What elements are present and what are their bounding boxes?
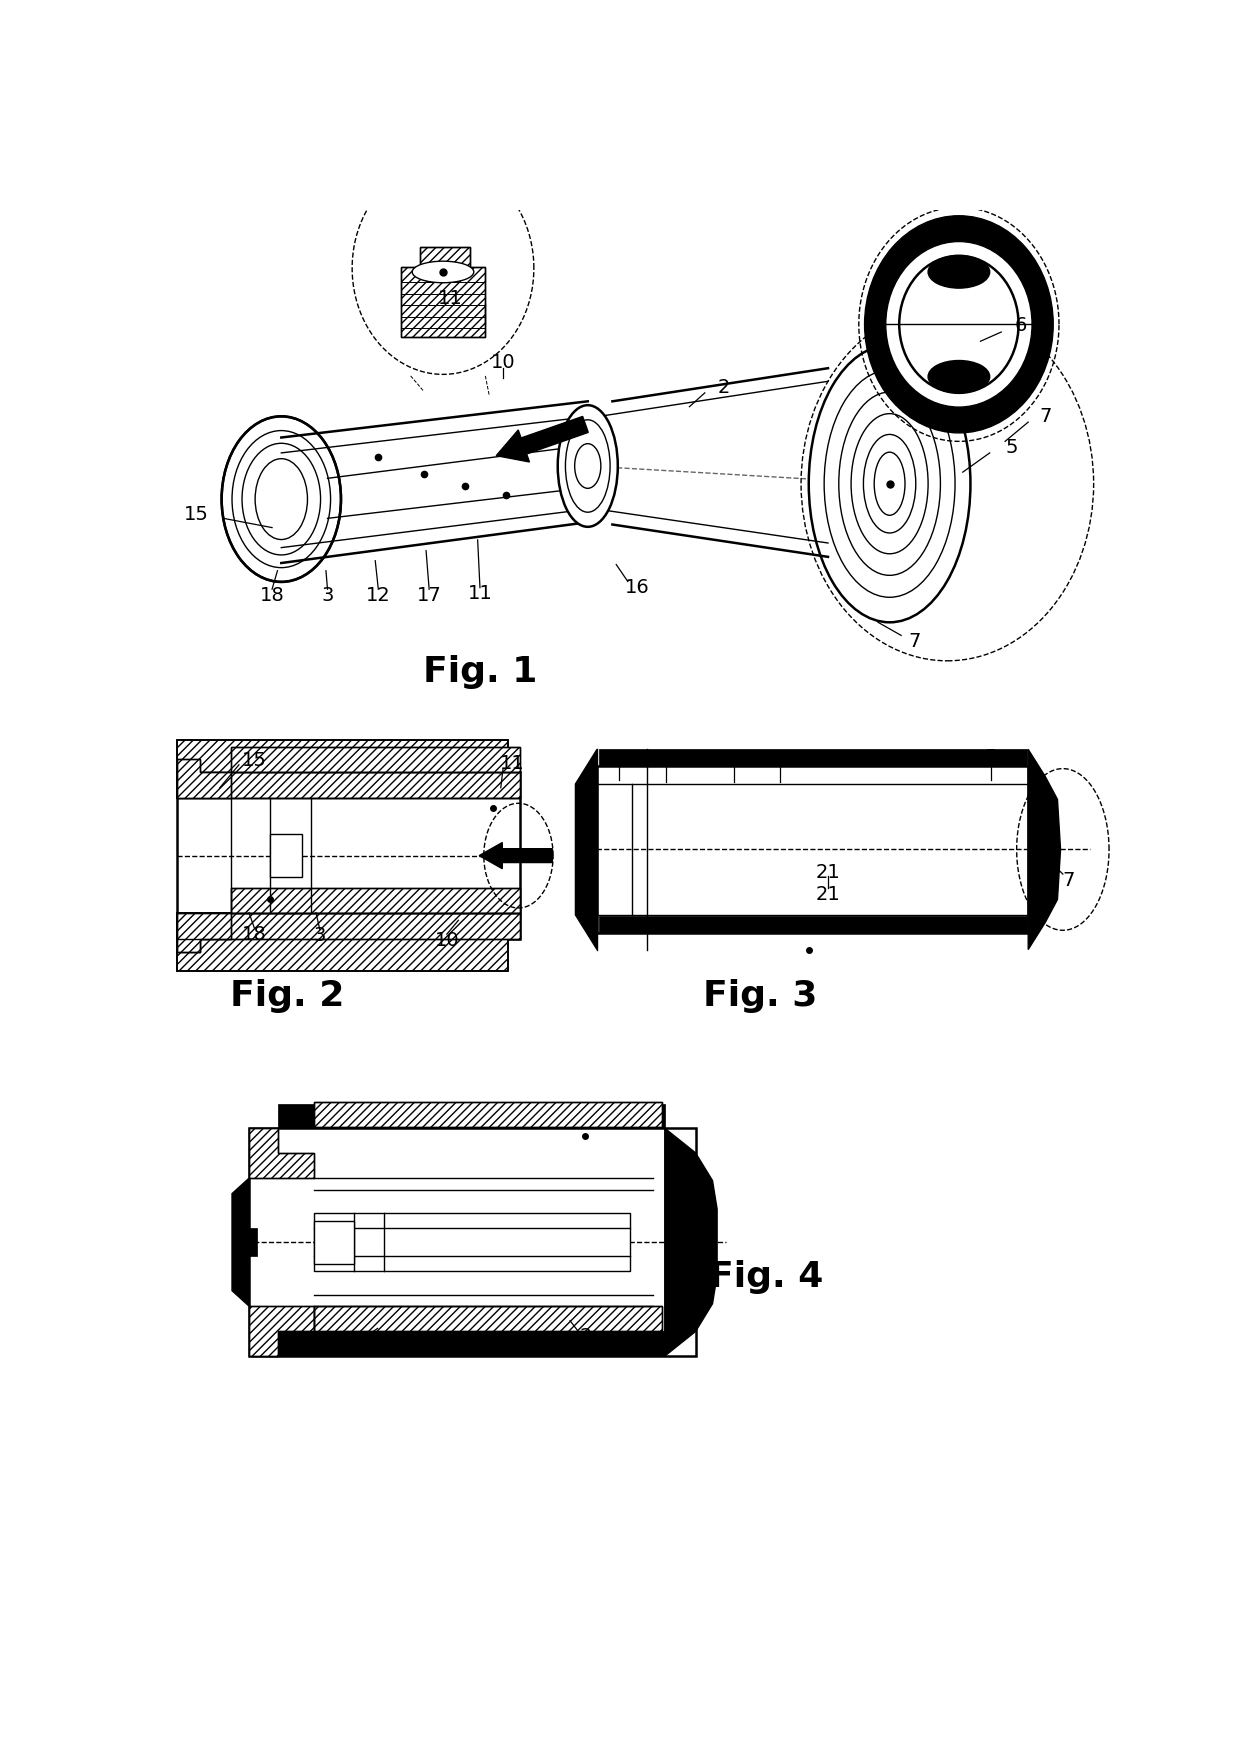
Polygon shape (1028, 749, 1060, 950)
Text: 5: 5 (985, 747, 997, 766)
Ellipse shape (928, 256, 990, 287)
Polygon shape (249, 1129, 315, 1178)
Bar (177, 913, 520, 940)
Bar (420, 247, 470, 272)
Polygon shape (177, 940, 201, 952)
Polygon shape (575, 749, 596, 950)
Bar (315, 1306, 662, 1332)
Text: 5: 5 (1004, 438, 1018, 458)
Bar (231, 889, 520, 913)
Text: 10: 10 (434, 931, 459, 950)
Bar (596, 766, 1028, 933)
Bar (177, 740, 508, 798)
Text: 15: 15 (242, 752, 267, 770)
Polygon shape (665, 1129, 717, 1357)
Text: 18: 18 (259, 586, 284, 605)
Bar (177, 773, 520, 940)
Bar (315, 1103, 662, 1127)
Text: Fig. 3: Fig. 3 (703, 978, 817, 1013)
Ellipse shape (558, 405, 618, 528)
Text: 7: 7 (1039, 407, 1052, 426)
Ellipse shape (885, 242, 1032, 407)
Polygon shape (232, 1178, 249, 1306)
Ellipse shape (808, 345, 971, 622)
Bar (177, 913, 508, 971)
Text: 2: 2 (718, 379, 730, 396)
Bar (599, 915, 1027, 933)
Text: 15: 15 (185, 505, 210, 524)
Text: 3: 3 (329, 1336, 341, 1355)
Bar (177, 773, 520, 798)
Bar (231, 747, 520, 773)
Text: 3: 3 (314, 926, 326, 945)
FancyArrow shape (479, 843, 552, 869)
Text: 16: 16 (625, 578, 650, 598)
Text: 7: 7 (1061, 871, 1074, 891)
Text: 18: 18 (242, 924, 267, 943)
FancyArrow shape (496, 417, 588, 463)
Bar (243, 1229, 257, 1255)
Bar (177, 913, 508, 971)
Bar (401, 266, 485, 337)
Polygon shape (177, 913, 231, 952)
Text: 6: 6 (774, 749, 786, 768)
Bar (177, 773, 520, 798)
Text: 12: 12 (366, 586, 391, 605)
Bar (315, 1103, 662, 1127)
Text: 1: 1 (450, 1341, 463, 1360)
Bar (315, 1213, 630, 1271)
Text: Fig. 2: Fig. 2 (231, 978, 345, 1013)
Text: Fig. 1: Fig. 1 (423, 656, 537, 689)
Text: 11: 11 (500, 754, 525, 773)
Polygon shape (177, 759, 231, 798)
Text: 2: 2 (579, 1327, 591, 1346)
Text: 7: 7 (908, 633, 920, 650)
Text: 3: 3 (321, 586, 334, 605)
Text: 17: 17 (417, 586, 441, 605)
Bar (599, 749, 1027, 766)
Text: 21: 21 (816, 862, 841, 882)
Text: 2: 2 (728, 749, 740, 768)
Ellipse shape (412, 261, 474, 282)
Text: 21: 21 (816, 885, 841, 903)
Bar (420, 247, 470, 272)
Text: 11: 11 (438, 289, 463, 309)
Bar (249, 1129, 696, 1357)
Polygon shape (249, 1306, 315, 1357)
Bar (270, 834, 303, 876)
Text: Fig. 4: Fig. 4 (709, 1260, 823, 1294)
Bar (231, 889, 520, 913)
Ellipse shape (864, 216, 1053, 433)
Bar (231, 747, 520, 773)
Bar (401, 266, 485, 337)
Bar (177, 913, 520, 940)
Bar (177, 740, 508, 798)
Ellipse shape (222, 415, 341, 582)
Bar (315, 1306, 662, 1332)
Text: 11: 11 (467, 584, 492, 603)
Text: 10: 10 (491, 354, 516, 372)
Text: 16: 16 (606, 749, 631, 768)
Bar (278, 1104, 665, 1129)
Bar (278, 1332, 665, 1357)
Ellipse shape (928, 361, 990, 393)
Text: 20: 20 (653, 749, 678, 768)
Bar (315, 1220, 355, 1264)
Text: 6: 6 (1014, 316, 1027, 335)
